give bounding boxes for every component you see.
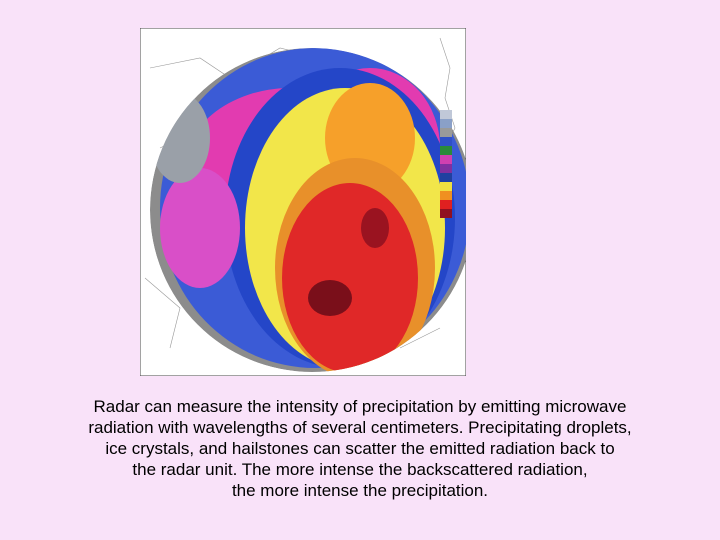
caption-line: the more intense the precipitation. [231, 481, 489, 500]
caption-line: radiation with wavelengths of several ce… [88, 418, 632, 437]
caption: Radar can measure the intensity of preci… [0, 396, 720, 501]
caption-line: Radar can measure the intensity of preci… [93, 397, 627, 416]
caption-line: ice crystals, and hailstones can scatter… [105, 439, 615, 458]
caption-line: the radar unit. The more intense the bac… [132, 460, 588, 479]
radar-image [140, 28, 466, 376]
